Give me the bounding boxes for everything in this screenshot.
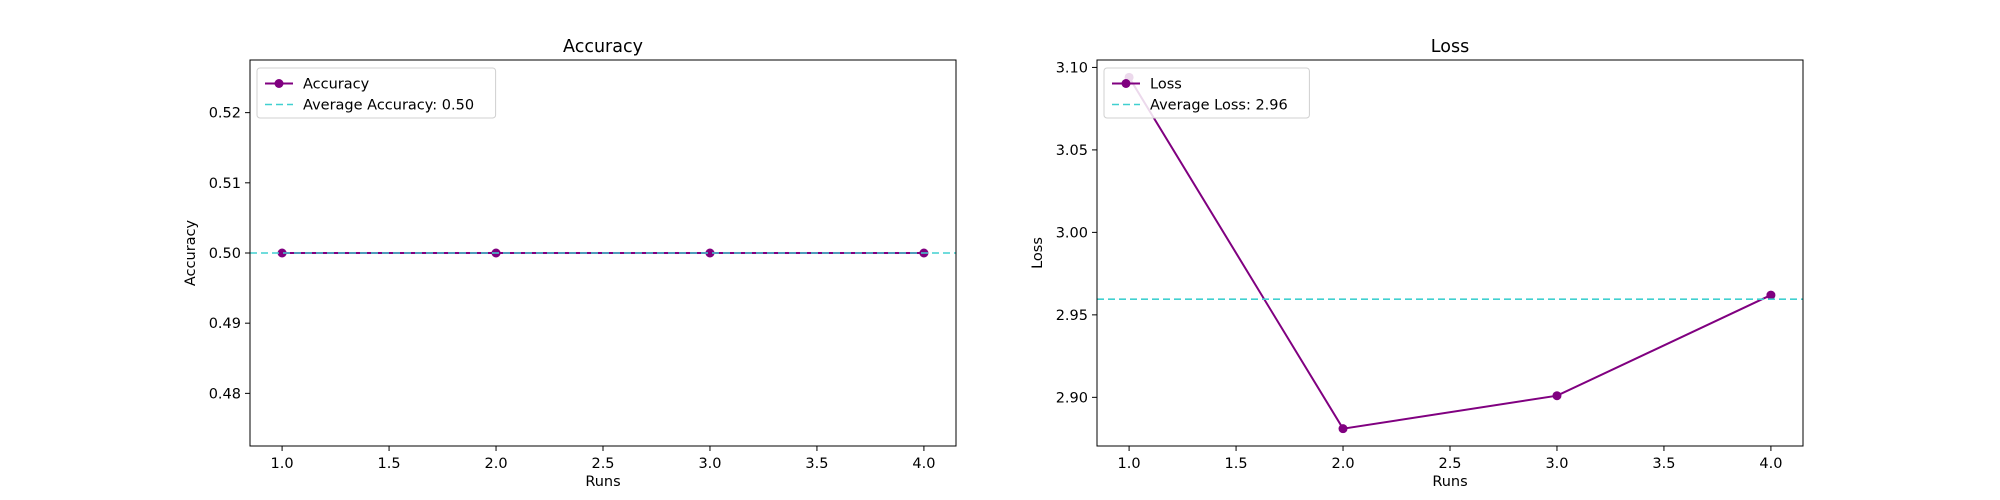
x-tick-label: 4.0 (1759, 456, 1782, 472)
legend: Loss Average Loss: 2.96 (1103, 67, 1310, 119)
legend-label: Accuracy (303, 77, 370, 93)
y-tick-label: 0.49 (209, 316, 241, 332)
loss-series-line (1128, 76, 1772, 430)
accuracy-panel: Accuracy 1.0 1.5 2.0 2.5 3.0 3.5 4.0 0.48 0.49 0.5… (183, 37, 957, 490)
y-tick-label: 0.48 (209, 386, 241, 402)
legend: Accuracy Average Accuracy: 0.50 (256, 67, 497, 119)
x-tick-label: 3.0 (698, 456, 721, 472)
y-tick-label: 0.52 (209, 106, 241, 122)
x-tick-label: 2.0 (484, 456, 507, 472)
y-tick-label: 3.05 (1056, 143, 1088, 159)
legend-label: Average Loss: 2.96 (1150, 98, 1288, 114)
x-axis-label: Runs (1432, 474, 1467, 490)
chart-title: Accuracy (563, 37, 643, 57)
legend-label: Average Accuracy: 0.50 (303, 98, 474, 114)
accuracy-data-point (277, 248, 287, 258)
y-axis-label: Loss (1030, 237, 1046, 269)
y-tick-label: 3.00 (1056, 225, 1088, 241)
x-tick-label: 1.0 (1118, 456, 1141, 472)
x-tick-label: 2.5 (1438, 456, 1461, 472)
plot-frame (249, 59, 957, 447)
legend-label: Loss (1150, 77, 1182, 93)
y-tick-label: 2.95 (1056, 308, 1088, 324)
y-tick-label: 0.50 (209, 246, 241, 262)
x-tick-label: 1.5 (378, 456, 401, 472)
loss-panel: Loss 1.0 1.5 2.0 2.5 3.0 3.5 4.0 2.90 2.95 3.00 3.0… (1030, 37, 1804, 490)
x-axis-label: Runs (585, 474, 620, 490)
x-tick-label: 4.0 (912, 456, 935, 472)
legend-box (1103, 67, 1310, 119)
y-tick-label: 2.90 (1056, 390, 1088, 406)
accuracy-data-point (705, 248, 715, 258)
x-tick-label: 2.0 (1331, 456, 1354, 472)
x-tick-label: 1.0 (271, 456, 294, 472)
legend-marker-swatch (1121, 79, 1131, 88)
loss-data-point (1552, 391, 1562, 401)
chart-title: Loss (1431, 37, 1469, 57)
y-tick-label: 0.51 (209, 176, 241, 192)
x-tick-label: 3.5 (805, 456, 828, 472)
x-tick-label: 1.5 (1225, 456, 1248, 472)
legend-marker-swatch (274, 79, 284, 88)
loss-data-point (1338, 424, 1348, 434)
x-tick-label: 2.5 (591, 456, 614, 472)
y-tick-label: 3.10 (1056, 60, 1088, 76)
plot-frame (1096, 59, 1804, 447)
loss-data-point (1766, 290, 1776, 300)
plot-area (250, 248, 956, 258)
legend-box (256, 67, 497, 119)
plot-area (1097, 72, 1803, 434)
x-tick-label: 3.5 (1652, 456, 1675, 472)
x-tick-label: 3.0 (1545, 456, 1568, 472)
y-axis-label: Accuracy (183, 219, 199, 286)
